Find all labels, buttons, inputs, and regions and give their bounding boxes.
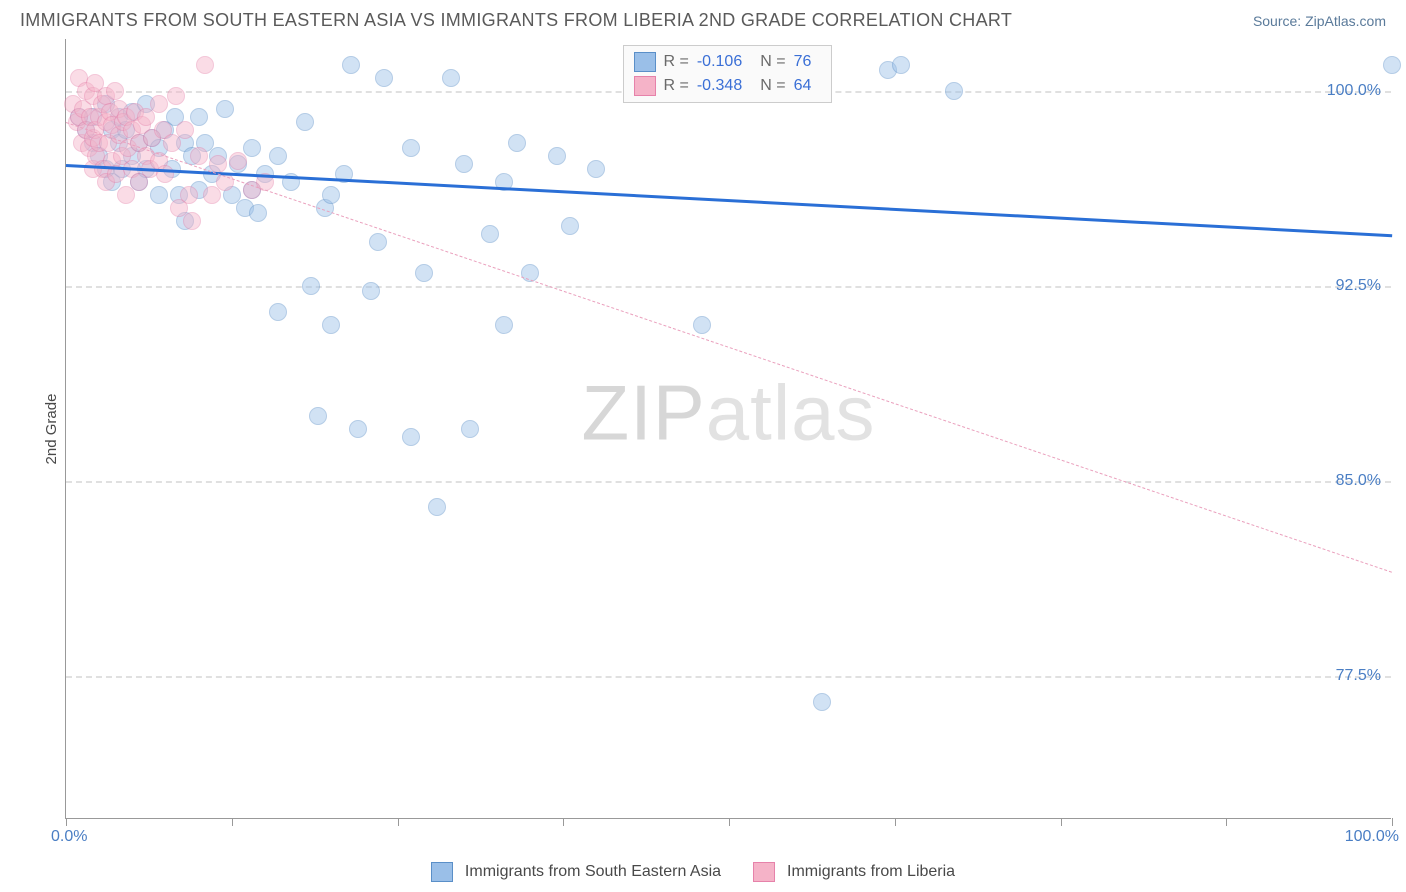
x-tick: [1392, 818, 1393, 826]
x-tick: [66, 818, 67, 826]
point-seasia: [548, 147, 566, 165]
point-liberia: [150, 95, 168, 113]
point-seasia: [322, 316, 340, 334]
stats-n-value: 64: [794, 77, 812, 95]
y-axis-label: 2nd Grade: [43, 393, 60, 464]
point-seasia: [481, 225, 499, 243]
point-seasia: [342, 56, 360, 74]
chart-area: 2nd Grade 77.5%85.0%92.5%100.0% ZIPatlas…: [65, 39, 1391, 819]
point-seasia: [945, 82, 963, 100]
x-tick: [895, 818, 896, 826]
point-seasia: [561, 217, 579, 235]
trend-line-liberia: [66, 122, 1392, 573]
legend-swatch: [634, 76, 656, 96]
stats-row: R = -0.348 N = 64: [634, 74, 822, 98]
stats-r-value: -0.106: [697, 53, 742, 71]
y-tick-label: 100.0%: [1327, 82, 1381, 100]
stats-r-label: R =: [664, 77, 689, 95]
point-seasia: [402, 139, 420, 157]
point-seasia: [150, 186, 168, 204]
y-tick-label: 92.5%: [1336, 277, 1381, 295]
point-seasia: [587, 160, 605, 178]
point-seasia: [892, 56, 910, 74]
point-seasia: [1383, 56, 1401, 74]
point-liberia: [209, 155, 227, 173]
y-tick-label: 77.5%: [1336, 667, 1381, 685]
legend-label: Immigrants from Liberia: [787, 863, 955, 881]
point-seasia: [693, 316, 711, 334]
source-label: Source: ZipAtlas.com: [1253, 13, 1386, 29]
x-tick: [398, 818, 399, 826]
point-seasia: [249, 204, 267, 222]
point-seasia: [508, 134, 526, 152]
point-liberia: [229, 152, 247, 170]
point-liberia: [196, 56, 214, 74]
x-axis-max-label: 100.0%: [1345, 828, 1399, 846]
point-seasia: [296, 113, 314, 131]
legend-label: Immigrants from South Eastern Asia: [465, 863, 721, 881]
point-seasia: [269, 303, 287, 321]
x-tick: [729, 818, 730, 826]
point-seasia: [322, 186, 340, 204]
point-seasia: [455, 155, 473, 173]
point-seasia: [402, 428, 420, 446]
point-seasia: [269, 147, 287, 165]
grid-line: [66, 481, 1391, 483]
point-seasia: [216, 100, 234, 118]
x-tick: [563, 818, 564, 826]
point-seasia: [415, 264, 433, 282]
x-tick: [1061, 818, 1062, 826]
point-liberia: [156, 165, 174, 183]
chart-title: IMMIGRANTS FROM SOUTH EASTERN ASIA VS IM…: [20, 10, 1012, 31]
x-tick: [232, 818, 233, 826]
point-seasia: [309, 407, 327, 425]
point-seasia: [461, 420, 479, 438]
point-seasia: [442, 69, 460, 87]
point-seasia: [349, 420, 367, 438]
stats-r-label: R =: [664, 53, 689, 71]
point-liberia: [190, 147, 208, 165]
stats-row: R = -0.106 N = 76: [634, 50, 822, 74]
point-seasia: [428, 498, 446, 516]
stats-r-value: -0.348: [697, 77, 742, 95]
stats-n-value: 76: [794, 53, 812, 71]
legend-swatch: [634, 52, 656, 72]
point-liberia: [176, 121, 194, 139]
grid-line: [66, 286, 1391, 288]
x-axis-min-label: 0.0%: [51, 828, 87, 846]
point-seasia: [495, 316, 513, 334]
legend-swatch: [753, 862, 775, 882]
point-liberia: [106, 82, 124, 100]
trend-line-seasia: [66, 164, 1392, 237]
point-seasia: [375, 69, 393, 87]
point-seasia: [369, 233, 387, 251]
stats-legend-box: R = -0.106 N = 76 R = -0.348 N = 64: [623, 45, 833, 103]
bottom-legend: Immigrants from South Eastern Asia Immigr…: [0, 862, 1406, 882]
point-liberia: [183, 212, 201, 230]
x-tick: [1226, 818, 1227, 826]
point-seasia: [302, 277, 320, 295]
point-seasia: [813, 693, 831, 711]
legend-swatch: [431, 862, 453, 882]
y-tick-label: 85.0%: [1336, 472, 1381, 490]
stats-n-label: N =: [760, 77, 785, 95]
point-liberia: [180, 186, 198, 204]
point-seasia: [362, 282, 380, 300]
grid-line: [66, 676, 1391, 678]
stats-n-label: N =: [760, 53, 785, 71]
point-liberia: [167, 87, 185, 105]
